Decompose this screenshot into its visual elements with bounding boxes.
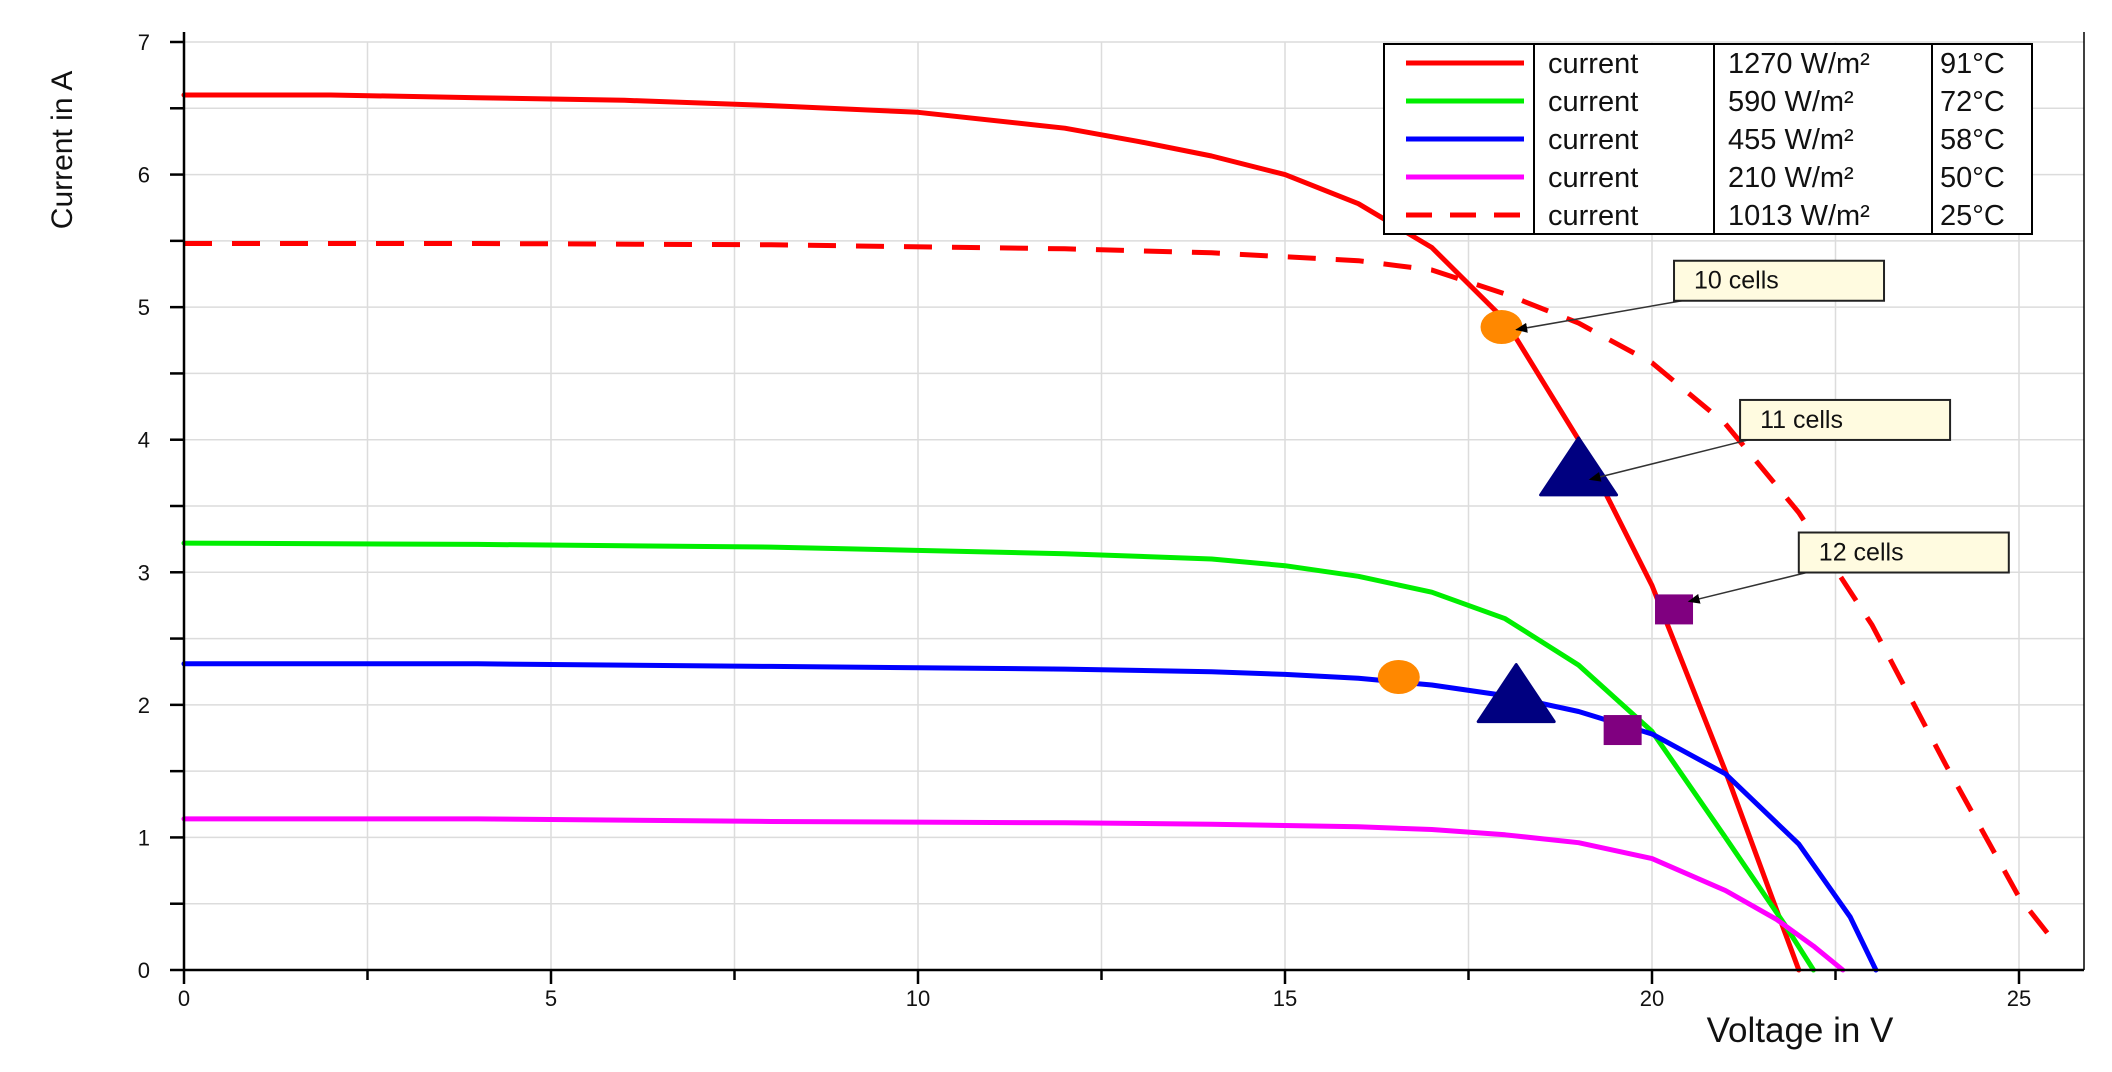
series-line-5 xyxy=(184,241,2058,946)
y-tick-label: 4 xyxy=(138,428,150,453)
legend-irradiance: 455 W/m² xyxy=(1728,124,1854,156)
y-tick-label: 7 xyxy=(138,30,150,55)
x-tick-label: 25 xyxy=(2007,986,2031,1011)
annotation-box xyxy=(1739,398,1952,441)
x-tick-label: 0 xyxy=(178,986,190,1011)
series-line-2 xyxy=(181,540,1816,973)
legend-irradiance: 210 W/m² xyxy=(1728,162,1854,194)
legend-series-name: current xyxy=(1548,200,1638,232)
annotation-arrow xyxy=(1687,571,1807,604)
y-tick-label: 6 xyxy=(138,163,150,188)
marker-triangle xyxy=(1476,663,1556,724)
y-tick-label: 0 xyxy=(138,958,150,983)
legend-series-name: current xyxy=(1548,124,1638,156)
legend-temperature: 50°C xyxy=(1940,162,2005,194)
annotation-arrow xyxy=(1588,439,1749,482)
x-tick-label: 10 xyxy=(906,986,930,1011)
annotation-label: 11 cells xyxy=(1760,406,1843,434)
y-tick-label: 3 xyxy=(138,560,150,585)
y-tick-label: 1 xyxy=(138,825,150,850)
annotations: 10 cells 11 cells 12 cells xyxy=(1515,259,2010,604)
annotation-box xyxy=(1797,531,2010,574)
legend-temperature: 58°C xyxy=(1940,124,2005,156)
legend-series-name: current xyxy=(1548,86,1638,118)
annotation-box xyxy=(1673,259,1886,302)
legend-temperature: 91°C xyxy=(1940,48,2005,80)
legend: current 1270 W/m² 91°C current 590 W/m² 72°C c… xyxy=(1383,43,2033,235)
x-tick-label: 5 xyxy=(545,986,557,1011)
markers xyxy=(1377,310,1694,746)
legend-temperature: 25°C xyxy=(1940,200,2005,232)
legend-temperature: 72°C xyxy=(1940,86,2005,118)
series-line-4 xyxy=(181,816,1846,973)
y-tick-label: 5 xyxy=(138,295,150,320)
marker-triangle xyxy=(1539,436,1619,497)
annotation-arrow xyxy=(1515,300,1683,333)
marker-square xyxy=(1603,715,1642,746)
legend-irradiance: 590 W/m² xyxy=(1728,86,1854,118)
x-tick-label: 20 xyxy=(1640,986,1664,1011)
marker-circle xyxy=(1377,660,1420,695)
legend-series-name: current xyxy=(1548,162,1638,194)
series-line-3 xyxy=(181,661,1879,973)
y-tick-label: 2 xyxy=(138,693,150,718)
marker-square xyxy=(1655,594,1694,625)
y-axis-title: Current in A xyxy=(46,71,79,229)
marker-circle xyxy=(1480,310,1523,345)
x-axis-title: Voltage in V xyxy=(1707,1011,1894,1050)
x-tick-label: 15 xyxy=(1273,986,1297,1011)
legend-series-name: current xyxy=(1548,48,1638,80)
legend-irradiance: 1270 W/m² xyxy=(1728,48,1870,80)
annotation-label: 10 cells xyxy=(1694,267,1779,295)
axes: 0 5 10 15 20 25 0 1 2 3 4 5 6 7 xyxy=(138,30,2085,1011)
annotation-label: 12 cells xyxy=(1819,539,1904,567)
legend-irradiance: 1013 W/m² xyxy=(1728,200,1870,232)
